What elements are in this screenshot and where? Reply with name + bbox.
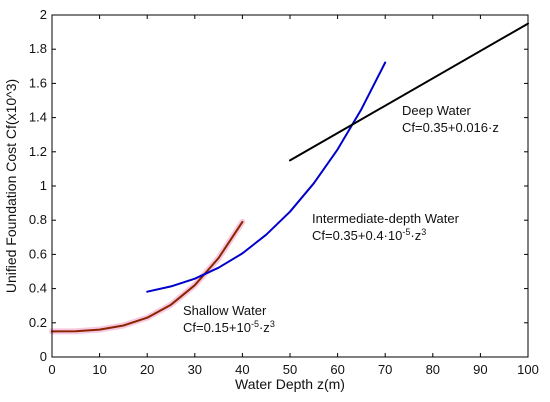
annotation-shallow-formula: Cf=0.15+10-5·z3 [183, 319, 275, 335]
annotation-intermediate-formula-exp-1: -5 [402, 227, 410, 237]
annotation-shallow-name: Shallow Water [183, 303, 267, 318]
y-tick-label: 1.6 [29, 75, 47, 90]
series-line-deep [289, 22, 529, 162]
annotation-intermediate-formula-part-2: ·z [410, 228, 421, 243]
y-tick-label: 2 [40, 7, 47, 22]
annotation-deep-formula: Cf=0.35+0.016·z [402, 120, 499, 135]
x-tick-label: 30 [188, 362, 202, 377]
annotation-intermediate-name: Intermediate-depth Water [312, 211, 460, 226]
x-tick-label: 70 [378, 362, 392, 377]
annotation-shallow-formula-exp-2: 3 [270, 319, 275, 329]
y-axis: 0 0.2 0.4 0.6 0.8 1 1.2 1.4 1.6 1.8 2 [29, 7, 528, 364]
x-tick-label: 90 [473, 362, 487, 377]
y-tick-label: 1.2 [29, 144, 47, 159]
y-tick-label: 0.4 [29, 281, 47, 296]
x-tick-label: 0 [48, 362, 55, 377]
x-tick-label: 100 [517, 362, 539, 377]
x-tick-label: 20 [140, 362, 154, 377]
y-tick-label: 1.8 [29, 41, 47, 56]
annotation-deep-name: Deep Water [402, 103, 472, 118]
plot-area [52, 15, 528, 357]
y-tick-label: 0.6 [29, 246, 47, 261]
annotation-shallow-formula-part-1: Cf=0.15+10 [183, 320, 251, 335]
series-line-intermediate [146, 61, 387, 293]
x-tick-label: 80 [426, 362, 440, 377]
x-tick-label: 10 [92, 362, 106, 377]
x-axis: 0 10 20 30 40 50 60 70 80 90 100 [48, 15, 539, 377]
annotation-shallow-formula-part-2: ·z [259, 320, 270, 335]
y-tick-label: 1.4 [29, 110, 47, 125]
series-line-shallow [51, 220, 244, 333]
x-tick-label: 60 [330, 362, 344, 377]
y-tick-label: 0 [40, 349, 47, 364]
y-tick-label: 0.8 [29, 212, 47, 227]
annotation-intermediate-formula: Cf=0.35+0.4·10-5·z3 [312, 227, 426, 243]
annotation-intermediate-formula-part-1: Cf=0.35+0.4·10 [312, 228, 402, 243]
x-tick-label: 40 [235, 362, 249, 377]
x-tick-label: 50 [283, 362, 297, 377]
y-axis-label: Unified Foundation Cost Cf(x10^3) [3, 79, 19, 293]
annotation-shallow-formula-exp-1: -5 [251, 319, 259, 329]
y-tick-label: 1 [40, 178, 47, 193]
y-tick-label: 0.2 [29, 315, 47, 330]
x-axis-label: Water Depth z(m) [235, 376, 345, 392]
series-layer [51, 22, 529, 333]
annotation-intermediate-formula-exp-2: 3 [421, 227, 426, 237]
